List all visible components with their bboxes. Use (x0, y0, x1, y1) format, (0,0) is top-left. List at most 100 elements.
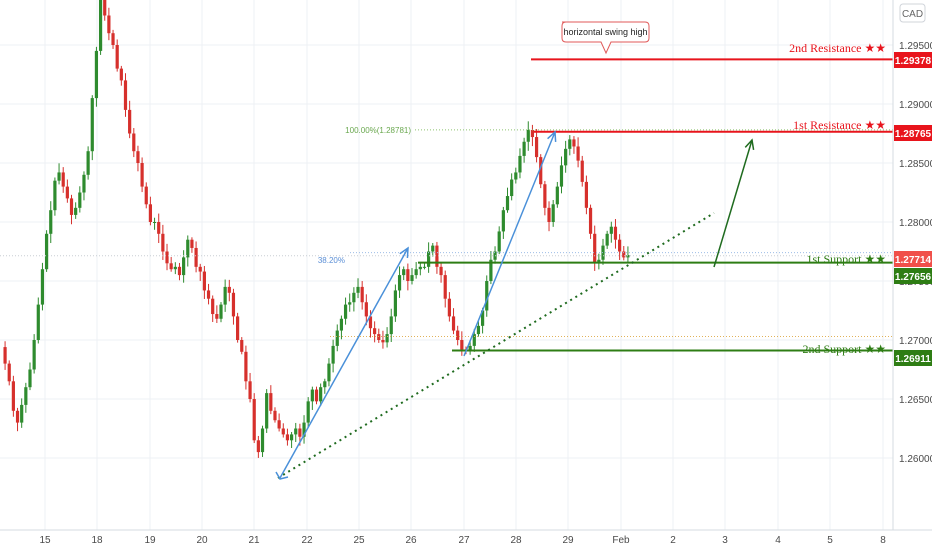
callout-text: horizontal swing high (563, 27, 647, 37)
candle-body (597, 259, 601, 264)
candle-body (103, 0, 107, 16)
candle-body (165, 251, 169, 264)
candle-body (331, 345, 335, 364)
candle-body (551, 204, 555, 222)
projection-arrow-2 (463, 131, 556, 357)
candle-body (368, 316, 373, 329)
candle-body (572, 139, 576, 147)
candle-body (202, 271, 206, 291)
candle-body (580, 160, 584, 182)
bullish-projection-arrow (713, 139, 753, 268)
badge-bg (894, 350, 932, 366)
price-tick-label: 1.28500 (899, 159, 932, 170)
time-tick-label: 25 (353, 535, 365, 546)
candle-body (360, 286, 364, 303)
candle-body (460, 340, 464, 350)
candle-body (559, 165, 564, 187)
candle-body (236, 316, 240, 340)
candle-body (323, 381, 327, 388)
candle-body (327, 363, 331, 382)
time-tick-label: 2 (670, 535, 676, 546)
callout-bubble (561, 21, 650, 55)
fib-100-label: 100.00%(1.28781) (345, 126, 411, 135)
candle-body (497, 231, 501, 252)
badge-value: 1.27656 (895, 272, 932, 283)
candle-body (593, 233, 597, 264)
candle-body (265, 393, 269, 429)
time-tick-label: 22 (301, 535, 313, 546)
time-tick-label: 26 (405, 535, 417, 546)
price-tick-label: 1.26000 (899, 454, 932, 465)
badge-second-resistance: 1.29378 (894, 52, 932, 68)
badge-first-support: 1.27656 (894, 268, 932, 284)
candle-body (240, 340, 244, 352)
chart-grid (0, 0, 893, 530)
candle-body (161, 233, 165, 252)
projection-arrow-1-head (399, 246, 409, 259)
candle-body (622, 251, 626, 258)
candle-body (605, 233, 609, 246)
candle-body (49, 210, 53, 234)
candle-body (44, 233, 49, 270)
candle-body (576, 146, 580, 161)
candle-body (339, 318, 344, 331)
badge-current-price: 1.27714 (894, 251, 932, 267)
candle-body (439, 266, 443, 276)
candle-body (518, 155, 522, 173)
time-tick-label: 4 (775, 535, 781, 546)
candle-body (281, 428, 285, 435)
candle-body (119, 68, 123, 81)
candle-body (618, 239, 622, 252)
candle-body (65, 186, 69, 199)
candle-body (256, 440, 260, 453)
callout-horizontal-swing-high: horizontal swing high (561, 21, 650, 55)
candle-body (505, 196, 510, 211)
candle-body (269, 393, 273, 411)
candle-body (289, 434, 294, 441)
price-tick-label: 1.28000 (899, 218, 932, 229)
candle-body (410, 275, 414, 281)
candle-body (393, 290, 397, 317)
candle-body (140, 163, 144, 187)
candle-body (489, 259, 493, 281)
candle-body (53, 180, 57, 211)
badge-value: 1.26911 (895, 354, 931, 365)
candle-body (522, 141, 526, 156)
candle-body (588, 207, 593, 234)
candle-body (190, 239, 194, 248)
candle-body (74, 207, 78, 215)
candle-body (219, 304, 223, 319)
candle-body (510, 179, 514, 197)
candle-body (61, 172, 65, 187)
candle-body (186, 239, 190, 258)
candle-body (435, 245, 439, 267)
candle-body (343, 304, 348, 319)
candle-body (447, 298, 451, 317)
time-tick-label: 15 (39, 535, 51, 546)
candle-body (28, 369, 32, 388)
currency-badge[interactable] (899, 3, 926, 23)
candle-body (182, 257, 186, 276)
candle-body (244, 351, 248, 382)
candle-body (472, 334, 476, 346)
candle-body (152, 222, 157, 223)
price-tick-label: 1.26500 (899, 395, 932, 406)
candle-body (273, 410, 277, 421)
candle-body (90, 98, 94, 152)
price-tick-label: 1.29500 (899, 41, 932, 52)
candle-body (356, 286, 360, 293)
candle-body (385, 334, 389, 343)
chart-overlays (0, 58, 893, 480)
second-resistance-label: 2nd Resistance ★★ (789, 41, 886, 55)
candle-body (373, 328, 377, 335)
projection-arrow-1-tail (275, 471, 289, 480)
badge-bg (894, 125, 932, 141)
time-tick-label: Feb (612, 535, 630, 546)
candle-body (480, 310, 485, 326)
candle-body (7, 363, 11, 382)
time-axis-ticks: 15 18 19 20 21 22 25 26 27 28 29 Feb 2 3 4 5 8 (39, 535, 886, 546)
candle-body (431, 245, 435, 252)
badge-value: 1.29378 (895, 56, 932, 67)
candle-body (427, 251, 431, 267)
